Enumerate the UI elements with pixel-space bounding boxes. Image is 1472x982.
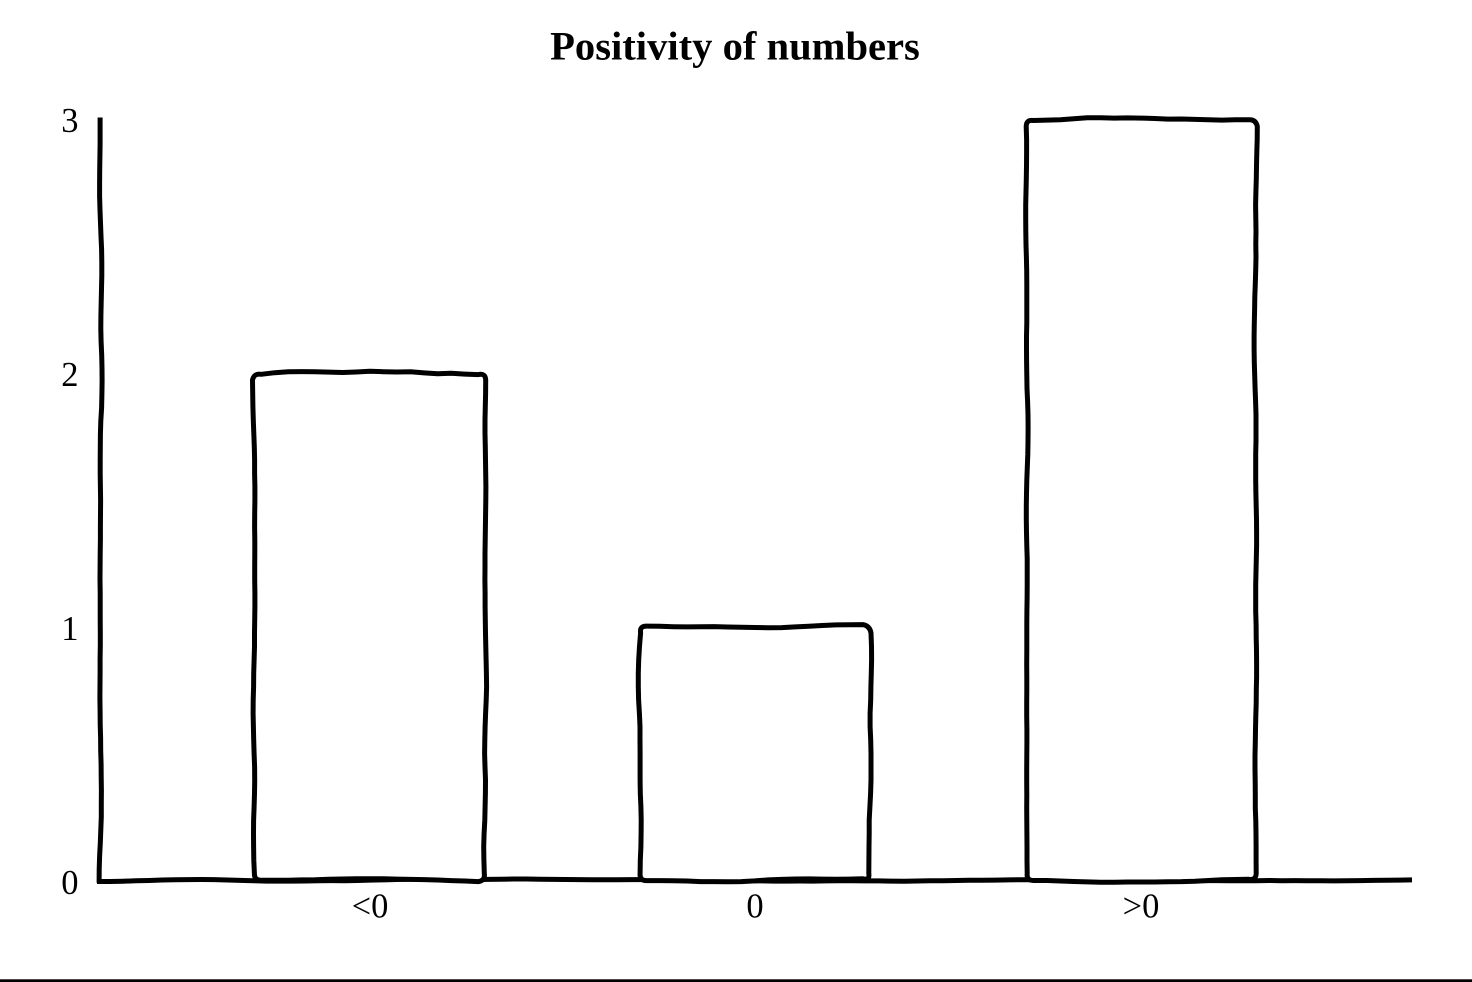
- svg-text:1: 1: [61, 610, 78, 648]
- svg-text:>0: >0: [1123, 888, 1160, 926]
- svg-text:2: 2: [61, 356, 78, 394]
- svg-text:Positivity of numbers: Positivity of numbers: [550, 24, 920, 69]
- svg-text:0: 0: [61, 864, 78, 902]
- svg-text:<0: <0: [352, 888, 389, 926]
- svg-text:0: 0: [746, 888, 763, 926]
- svg-text:3: 3: [61, 102, 78, 140]
